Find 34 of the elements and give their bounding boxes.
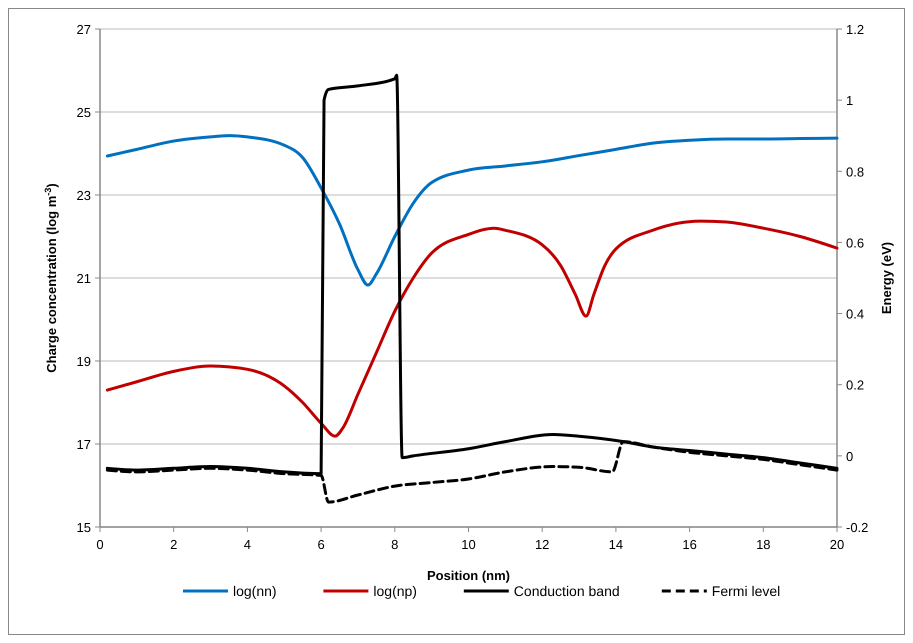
y-tick-label: 19	[76, 354, 91, 369]
y-tick-label: 27	[76, 22, 91, 37]
x-tick-label: 2	[170, 537, 178, 552]
y2-tick-label: -0.2	[846, 520, 868, 535]
y2-tick-label: 0.4	[846, 306, 864, 322]
y2-axis-title: Energy (eV)	[879, 242, 894, 314]
x-tick-label: 6	[317, 537, 325, 552]
x-tick-label: 18	[756, 537, 771, 552]
y2-tick-label: 0.8	[846, 164, 864, 180]
legend-label: log(nn)	[233, 583, 277, 599]
y-tick-label: 15	[76, 520, 91, 535]
x-tick-label: 12	[534, 537, 550, 552]
x-tick-label: 20	[830, 537, 844, 552]
x-axis-title: Position (nm)	[426, 568, 510, 583]
y2-tick-label: 1.2	[846, 22, 864, 37]
y-tick-label: 23	[76, 188, 91, 203]
line-series	[106, 220, 838, 438]
y-tick-label: 17	[76, 437, 91, 452]
y2-tick-label: 1	[846, 93, 854, 108]
y2-tick-label: 0.6	[846, 235, 864, 250]
x-tick-label: 0	[96, 537, 104, 552]
y2-tick-label: 0	[846, 448, 854, 464]
y-tick-label: 25	[76, 105, 91, 120]
x-tick-label: 4	[244, 537, 252, 552]
x-tick-label: 8	[391, 537, 398, 552]
x-tick-label: 16	[682, 537, 697, 552]
y-tick-label: 21	[76, 271, 91, 286]
legend-label: log(np)	[373, 583, 417, 599]
legend-label: Conduction band	[514, 583, 620, 599]
y2-tick-label: 0.2	[846, 378, 864, 393]
x-tick-label: 14	[608, 537, 624, 552]
legend-label: Fermi level	[712, 583, 780, 599]
x-tick-label: 10	[461, 537, 476, 552]
line-series	[106, 134, 838, 287]
